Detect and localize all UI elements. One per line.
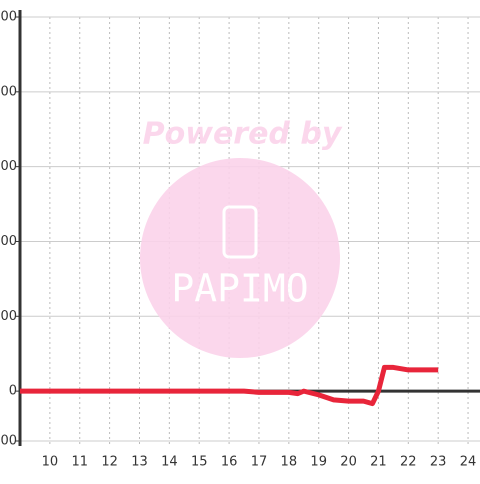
x-tick-label: 20: [340, 455, 357, 470]
x-tick-label: 22: [400, 455, 417, 470]
y-tick-label: 150,000: [0, 10, 17, 25]
x-tick-label: 19: [310, 455, 327, 470]
x-tick-label: 13: [131, 455, 148, 470]
x-tick-label: 12: [101, 455, 118, 470]
x-tick-label: 24: [460, 455, 477, 470]
y-tick-label: 30,000: [0, 309, 17, 324]
watermark: Powered by PAPIMO: [140, 117, 343, 358]
x-tick-label: 14: [161, 455, 178, 470]
x-tick-label: 10: [42, 455, 59, 470]
watermark-logo: PAPIMO: [171, 267, 308, 311]
watermark-text: Powered by: [143, 117, 343, 152]
line: [20, 364, 439, 407]
x-tick-label: 17: [251, 455, 268, 470]
x-tick-label: 15: [191, 455, 208, 470]
x-tick-label: 16: [221, 455, 238, 470]
x-tick-label: 18: [281, 455, 298, 470]
x-tick-label: 23: [430, 455, 447, 470]
y-tick-label: 0: [9, 384, 17, 399]
x-tick-label: 11: [71, 455, 88, 470]
watermark-icon: [222, 205, 258, 259]
y-tick-label: 120,000: [0, 84, 17, 99]
x-tick-label: 21: [370, 455, 387, 470]
y-tick-label: 90,000: [0, 159, 17, 174]
y-tick-label: 60,000: [0, 234, 17, 249]
y-tick-label: -20,000: [0, 434, 17, 449]
